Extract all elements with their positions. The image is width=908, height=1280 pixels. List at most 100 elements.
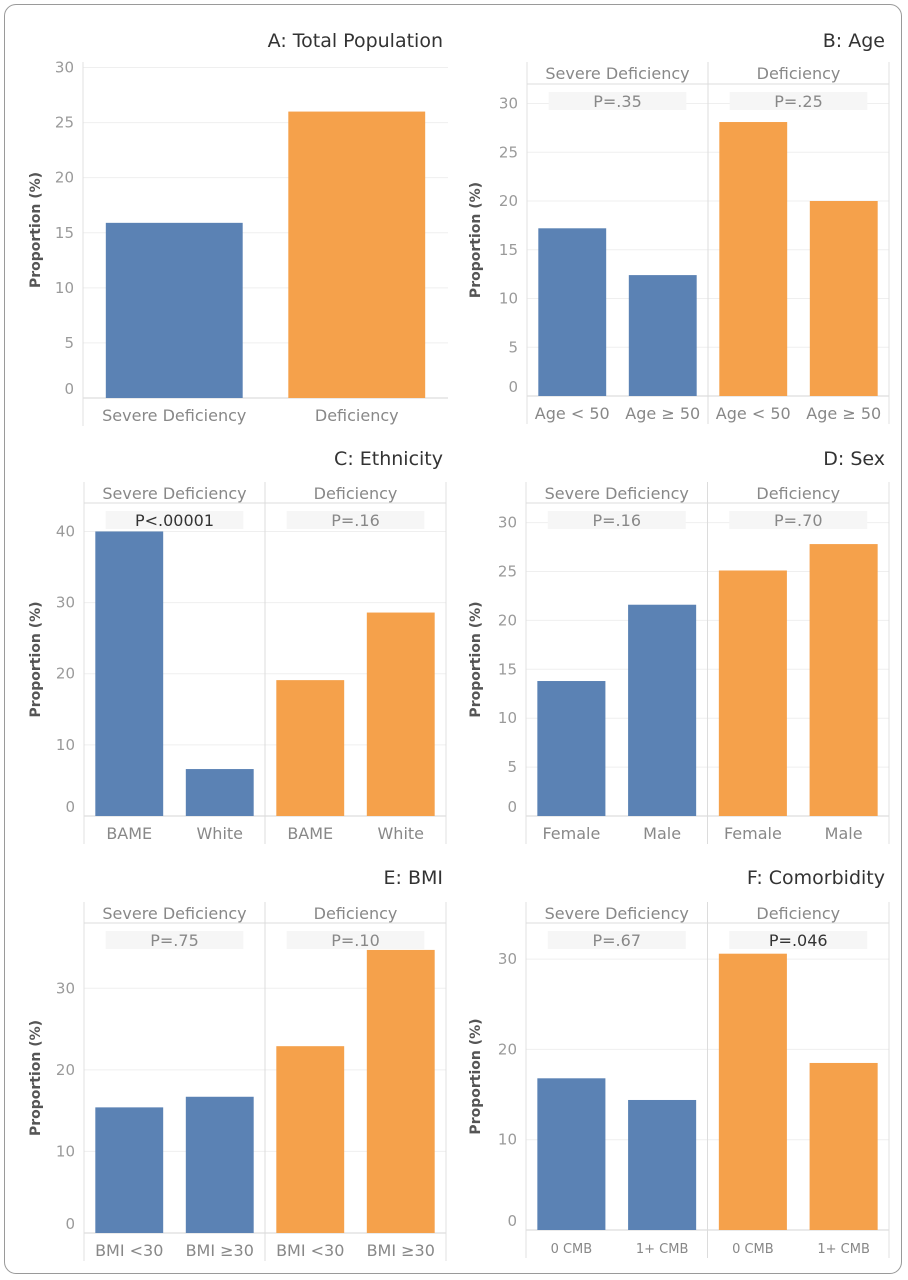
facet-header: Deficiency (756, 484, 840, 503)
y-axis-label: Proportion (%) (468, 1018, 484, 1134)
bar (185, 769, 254, 816)
p-value-label: P=.16 (331, 511, 380, 530)
y-tick-label: 20 (499, 192, 518, 210)
y-tick-label: 0 (64, 380, 74, 398)
bar (628, 604, 697, 816)
y-tick-label: 25 (55, 114, 74, 132)
facet-header: Severe Deficiency (545, 64, 689, 83)
x-tick-label: Female (724, 824, 782, 843)
chart-panel: C: Ethnicity Proportion (%) 0 10 20 30 40 Sever… (28, 448, 447, 844)
bar (366, 949, 435, 1233)
y-tick-label: 0 (507, 1212, 517, 1230)
figure-border (4, 4, 902, 1274)
p-value-label: P=.70 (774, 511, 823, 530)
p-value-label: P=.75 (150, 931, 199, 950)
y-axis-label: Proportion (%) (28, 601, 44, 717)
x-tick-label: Age < 50 (716, 404, 791, 423)
chart-panel: A: Total Population Proportion (%) 0 5 10 15 2… (28, 30, 448, 426)
bar (719, 122, 788, 397)
x-tick-label: White (196, 824, 243, 843)
p-value-label: P<.00001 (135, 511, 214, 530)
y-tick-label: 5 (64, 334, 74, 352)
y-tick-label: 20 (56, 1061, 75, 1079)
bar (809, 1062, 878, 1230)
x-tick-label: White (377, 824, 424, 843)
bar (718, 953, 787, 1230)
p-value-label: P=.25 (774, 92, 823, 111)
facet-header: Severe Deficiency (102, 484, 246, 503)
x-tick-label: Severe Deficiency (102, 406, 246, 425)
p-value-label: P=.16 (593, 511, 642, 530)
y-axis-label: Proportion (%) (28, 1020, 44, 1136)
bar (95, 531, 164, 816)
y-tick-label: 10 (498, 709, 517, 727)
y-tick-label: 30 (56, 594, 75, 612)
x-tick-label: Age ≥ 50 (806, 404, 881, 423)
bar (809, 201, 878, 396)
y-tick-label: 10 (498, 1131, 517, 1149)
x-tick-label: BAME (106, 824, 152, 843)
p-value-band (105, 931, 244, 949)
bar (537, 681, 606, 816)
x-tick-label: 0 CMB (732, 1242, 774, 1257)
bar (628, 1099, 697, 1230)
facet-header: Severe Deficiency (545, 484, 689, 503)
x-tick-label: Male (825, 824, 863, 843)
bar (809, 544, 878, 816)
bar (288, 111, 426, 399)
p-value-label: P=.35 (593, 92, 642, 111)
chart-title: E: BMI (384, 867, 443, 889)
chart-panel: E: BMI Proportion (%) 0 10 20 30 Severe Defici… (28, 867, 447, 1261)
p-value-band (286, 931, 425, 949)
x-tick-label: 1+ CMB (817, 1242, 870, 1257)
bar (276, 1046, 345, 1233)
x-tick-label: 0 CMB (551, 1242, 593, 1257)
y-tick-label: 30 (499, 95, 518, 113)
y-tick-label: 0 (507, 798, 517, 816)
bar (537, 1078, 606, 1230)
facet-header: Deficiency (314, 904, 398, 923)
y-axis-label: Proportion (%) (468, 182, 484, 298)
bar (105, 222, 243, 398)
y-tick-label: 25 (499, 143, 518, 161)
y-tick-label: 5 (507, 758, 517, 776)
p-value-label: P=.67 (593, 931, 642, 950)
x-tick-label: BMI <30 (95, 1241, 163, 1260)
y-tick-label: 0 (65, 798, 75, 816)
bar (628, 275, 697, 396)
chart-title: C: Ethnicity (334, 448, 443, 470)
chart-panel: F: Comorbidity Proportion (%) 0 10 20 30 Sever… (468, 867, 890, 1258)
bar (538, 228, 607, 396)
x-tick-label: Age < 50 (535, 404, 610, 423)
bar (366, 612, 435, 816)
x-tick-label: BMI <30 (276, 1241, 344, 1260)
chart-title: F: Comorbidity (747, 867, 885, 889)
y-axis-label: Proportion (%) (468, 601, 484, 717)
p-value-band (729, 511, 868, 529)
chart-panel: B: Age Proportion (%) 0 5 10 15 20 25 30 Severe D… (468, 30, 890, 424)
y-tick-label: 15 (55, 224, 74, 242)
x-tick-label: Age ≥ 50 (625, 404, 700, 423)
y-tick-label: 20 (56, 665, 75, 683)
p-value-band (729, 92, 868, 110)
y-tick-label: 10 (56, 1142, 75, 1160)
facet-header: Deficiency (757, 64, 841, 83)
p-value-band (547, 511, 686, 529)
x-tick-label: BMI ≥30 (367, 1241, 435, 1260)
facet-header: Severe Deficiency (545, 904, 689, 923)
y-tick-label: 20 (498, 1040, 517, 1058)
y-tick-label: 5 (508, 338, 518, 356)
chart-title: B: Age (823, 30, 885, 52)
x-tick-label: Female (542, 824, 600, 843)
x-tick-label: BAME (287, 824, 333, 843)
y-tick-label: 10 (499, 290, 518, 308)
y-tick-label: 25 (498, 562, 517, 580)
p-value-label: P=.046 (769, 931, 828, 950)
y-tick-label: 0 (65, 1215, 75, 1233)
y-tick-label: 10 (56, 736, 75, 754)
p-value-band (547, 931, 686, 949)
facet-header: Severe Deficiency (102, 904, 246, 923)
y-tick-label: 15 (499, 241, 518, 259)
